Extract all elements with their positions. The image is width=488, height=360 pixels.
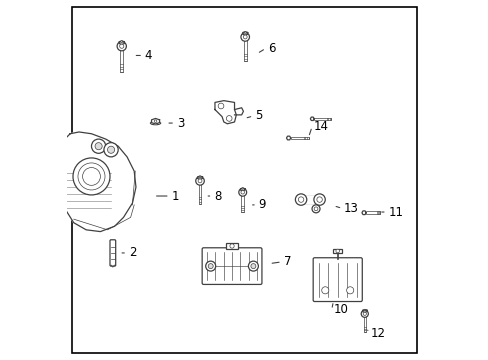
- Circle shape: [120, 44, 123, 48]
- Circle shape: [321, 287, 328, 294]
- Bar: [241, 192, 244, 212]
- Ellipse shape: [150, 121, 160, 125]
- Circle shape: [218, 103, 224, 109]
- Circle shape: [226, 116, 232, 121]
- Circle shape: [363, 312, 366, 315]
- Text: 14: 14: [313, 120, 328, 133]
- Circle shape: [295, 194, 306, 205]
- Circle shape: [243, 35, 246, 39]
- Text: 4: 4: [144, 49, 152, 62]
- Circle shape: [313, 207, 317, 211]
- FancyBboxPatch shape: [312, 258, 362, 302]
- Text: 9: 9: [258, 198, 265, 211]
- Circle shape: [316, 197, 322, 202]
- Circle shape: [346, 287, 353, 294]
- Circle shape: [244, 31, 245, 33]
- Polygon shape: [56, 132, 136, 231]
- Circle shape: [95, 143, 102, 150]
- Circle shape: [154, 120, 157, 122]
- Circle shape: [117, 42, 126, 51]
- Text: 6: 6: [267, 42, 275, 55]
- Circle shape: [242, 188, 243, 189]
- Text: 1: 1: [171, 189, 179, 203]
- Circle shape: [104, 143, 118, 157]
- Circle shape: [363, 309, 365, 311]
- Circle shape: [121, 41, 122, 42]
- Circle shape: [313, 194, 325, 205]
- Polygon shape: [310, 117, 314, 121]
- Circle shape: [208, 264, 213, 269]
- Text: 3: 3: [177, 117, 184, 130]
- Circle shape: [238, 188, 246, 196]
- Circle shape: [335, 249, 339, 253]
- Polygon shape: [119, 41, 124, 44]
- Circle shape: [82, 167, 100, 185]
- Circle shape: [78, 163, 105, 190]
- Circle shape: [241, 33, 249, 41]
- Circle shape: [311, 205, 319, 213]
- Bar: [198, 181, 201, 204]
- Polygon shape: [361, 211, 366, 215]
- Circle shape: [73, 158, 110, 195]
- Circle shape: [241, 190, 244, 194]
- Circle shape: [248, 261, 258, 271]
- Bar: [333, 249, 341, 253]
- Bar: [314, 118, 331, 120]
- Bar: [225, 243, 238, 249]
- Circle shape: [205, 261, 215, 271]
- Bar: [290, 137, 308, 139]
- Polygon shape: [362, 310, 366, 312]
- FancyBboxPatch shape: [202, 248, 262, 284]
- Circle shape: [91, 139, 105, 153]
- Bar: [244, 37, 246, 61]
- Text: 13: 13: [344, 202, 358, 215]
- Polygon shape: [197, 176, 202, 179]
- Text: 12: 12: [370, 327, 385, 339]
- Polygon shape: [151, 118, 159, 124]
- Text: 2: 2: [129, 247, 136, 260]
- Polygon shape: [286, 136, 290, 140]
- FancyBboxPatch shape: [110, 240, 116, 266]
- Text: 8: 8: [214, 189, 221, 203]
- Text: 10: 10: [333, 303, 347, 316]
- Bar: [366, 211, 380, 214]
- Bar: [120, 46, 123, 72]
- Circle shape: [195, 177, 204, 185]
- Text: 5: 5: [255, 109, 262, 122]
- Bar: [363, 314, 366, 332]
- Text: 7: 7: [283, 255, 290, 268]
- Polygon shape: [240, 188, 244, 191]
- Circle shape: [198, 179, 202, 183]
- Polygon shape: [242, 32, 247, 35]
- Circle shape: [107, 146, 114, 153]
- Polygon shape: [234, 108, 243, 115]
- Circle shape: [298, 197, 303, 202]
- Polygon shape: [215, 101, 236, 124]
- Text: 11: 11: [388, 206, 403, 219]
- Circle shape: [250, 264, 255, 269]
- Circle shape: [199, 176, 201, 177]
- Circle shape: [361, 310, 367, 318]
- Circle shape: [229, 244, 234, 248]
